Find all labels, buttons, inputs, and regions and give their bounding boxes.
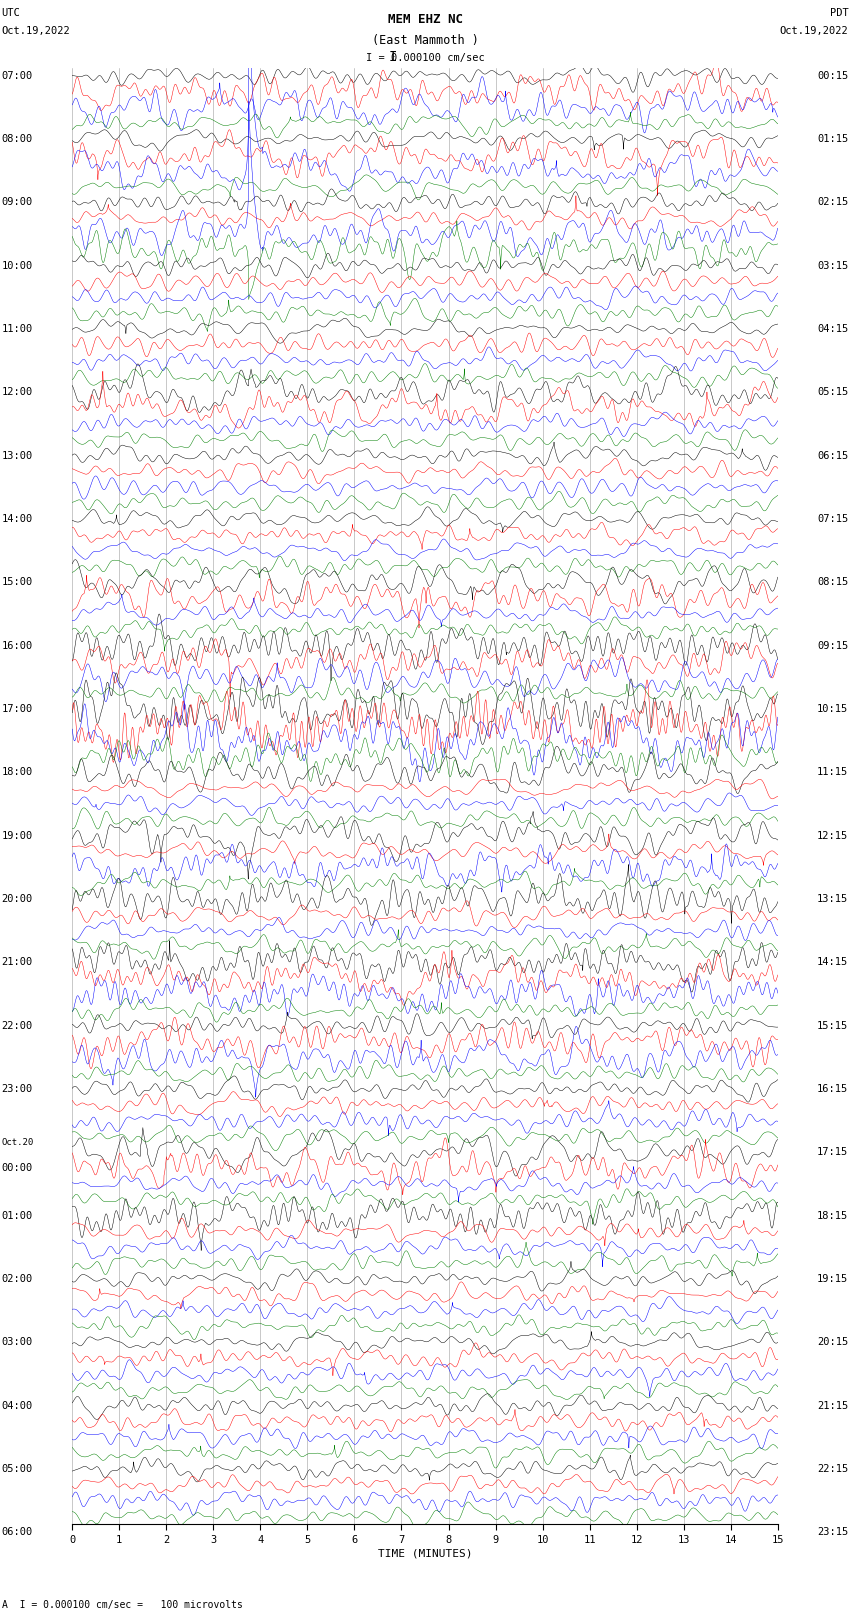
- Text: 09:00: 09:00: [2, 197, 33, 208]
- Text: 15:15: 15:15: [817, 1021, 848, 1031]
- Text: 14:15: 14:15: [817, 957, 848, 968]
- Text: UTC: UTC: [2, 8, 20, 18]
- Text: (East Mammoth ): (East Mammoth ): [371, 34, 479, 47]
- Text: 11:00: 11:00: [2, 324, 33, 334]
- Text: 12:15: 12:15: [817, 831, 848, 840]
- Text: 09:15: 09:15: [817, 640, 848, 650]
- Text: 00:00: 00:00: [2, 1163, 33, 1173]
- Text: 19:15: 19:15: [817, 1274, 848, 1284]
- Text: 13:15: 13:15: [817, 894, 848, 903]
- Text: 19:00: 19:00: [2, 831, 33, 840]
- Text: 01:15: 01:15: [817, 134, 848, 144]
- Text: 10:15: 10:15: [817, 703, 848, 715]
- Text: PDT: PDT: [830, 8, 848, 18]
- Text: 12:00: 12:00: [2, 387, 33, 397]
- Text: 21:15: 21:15: [817, 1400, 848, 1410]
- Text: 21:00: 21:00: [2, 957, 33, 968]
- Text: Oct.19,2022: Oct.19,2022: [779, 26, 848, 35]
- Text: 03:15: 03:15: [817, 261, 848, 271]
- Text: 07:15: 07:15: [817, 515, 848, 524]
- Text: I: I: [388, 50, 397, 65]
- Text: 04:00: 04:00: [2, 1400, 33, 1410]
- Text: 16:15: 16:15: [817, 1084, 848, 1094]
- Text: 08:15: 08:15: [817, 577, 848, 587]
- X-axis label: TIME (MINUTES): TIME (MINUTES): [377, 1548, 473, 1558]
- Text: 03:00: 03:00: [2, 1337, 33, 1347]
- Text: 01:00: 01:00: [2, 1211, 33, 1221]
- Text: I = 0.000100 cm/sec: I = 0.000100 cm/sec: [366, 53, 484, 63]
- Text: 02:15: 02:15: [817, 197, 848, 208]
- Text: 04:15: 04:15: [817, 324, 848, 334]
- Text: 23:15: 23:15: [817, 1528, 848, 1537]
- Text: 13:00: 13:00: [2, 450, 33, 461]
- Text: 18:00: 18:00: [2, 768, 33, 777]
- Text: Oct.20: Oct.20: [2, 1139, 34, 1147]
- Text: 17:00: 17:00: [2, 703, 33, 715]
- Text: 23:00: 23:00: [2, 1084, 33, 1094]
- Text: Oct.19,2022: Oct.19,2022: [2, 26, 71, 35]
- Text: 22:15: 22:15: [817, 1465, 848, 1474]
- Text: 05:15: 05:15: [817, 387, 848, 397]
- Text: 22:00: 22:00: [2, 1021, 33, 1031]
- Text: 11:15: 11:15: [817, 768, 848, 777]
- Text: 08:00: 08:00: [2, 134, 33, 144]
- Text: 20:00: 20:00: [2, 894, 33, 903]
- Text: 06:15: 06:15: [817, 450, 848, 461]
- Text: 02:00: 02:00: [2, 1274, 33, 1284]
- Text: MEM EHZ NC: MEM EHZ NC: [388, 13, 462, 26]
- Text: 07:00: 07:00: [2, 71, 33, 81]
- Text: 18:15: 18:15: [817, 1211, 848, 1221]
- Text: 14:00: 14:00: [2, 515, 33, 524]
- Text: 05:00: 05:00: [2, 1465, 33, 1474]
- Text: 20:15: 20:15: [817, 1337, 848, 1347]
- Text: 16:00: 16:00: [2, 640, 33, 650]
- Text: 17:15: 17:15: [817, 1147, 848, 1157]
- Text: 00:15: 00:15: [817, 71, 848, 81]
- Text: 06:00: 06:00: [2, 1528, 33, 1537]
- Text: A  I = 0.000100 cm/sec =   100 microvolts: A I = 0.000100 cm/sec = 100 microvolts: [2, 1600, 242, 1610]
- Text: 15:00: 15:00: [2, 577, 33, 587]
- Text: 10:00: 10:00: [2, 261, 33, 271]
